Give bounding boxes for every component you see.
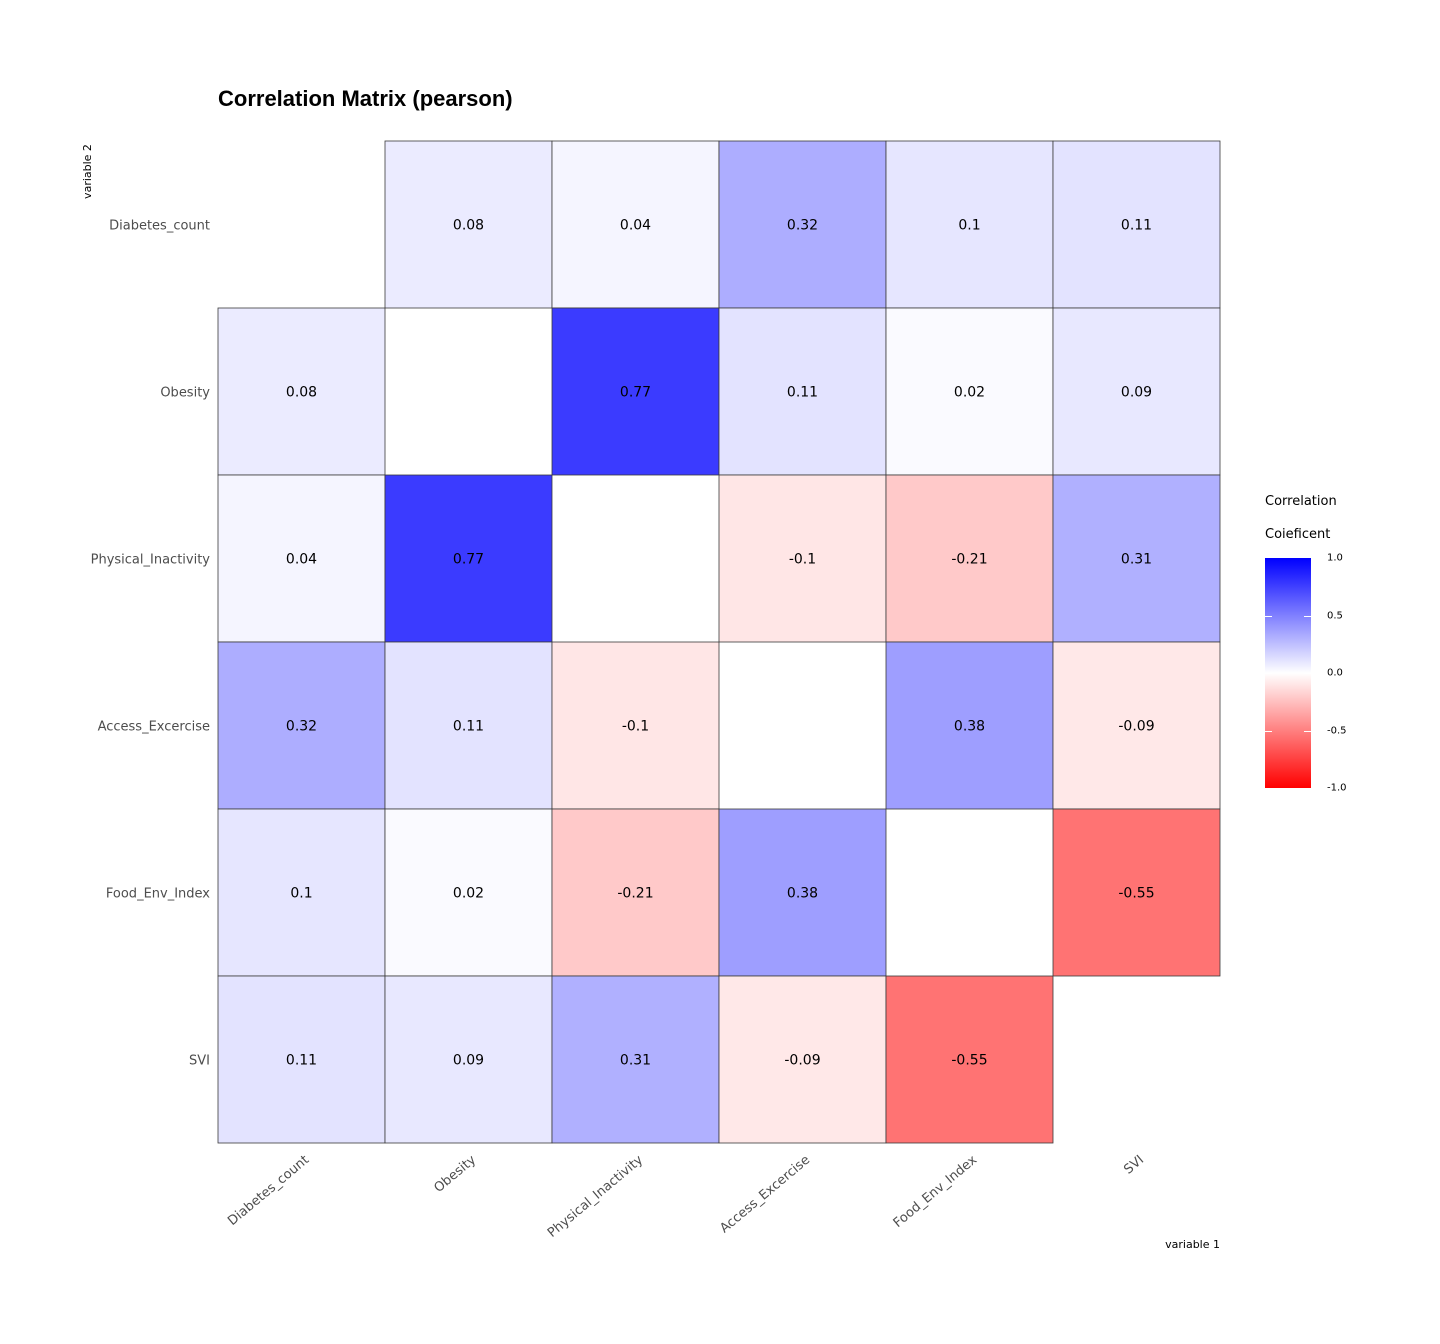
cell-value-label: 0.1 (290, 886, 312, 902)
cell-value-label: -0.21 (617, 886, 653, 902)
heatmap-cell (1052, 641, 1221, 810)
legend-tick-label: -1.0 (1327, 782, 1347, 794)
heatmap-cell (885, 975, 1054, 1144)
heatmap-cell (718, 307, 887, 476)
heatmap-cell (384, 474, 553, 643)
heatmap-cell (885, 307, 1054, 476)
legend-tick-label: 1.0 (1327, 552, 1343, 564)
heatmap-cell (551, 975, 720, 1144)
legend-tick-mark (1265, 673, 1272, 674)
x-tick-label: Physical_Inactivity (545, 1152, 646, 1240)
x-axis-title: variable 1 (1165, 1238, 1220, 1251)
cell-value-label: 0.32 (787, 218, 818, 234)
x-tick-label: Access_Excercise (717, 1153, 813, 1237)
y-tick-label: Diabetes_count (109, 219, 210, 234)
cell-value-label: 0.08 (453, 218, 484, 234)
y-tick-label: Food_Env_Index (106, 887, 210, 902)
heatmap-cell (551, 808, 720, 977)
heatmap-cell (384, 975, 553, 1144)
x-tick-label: Diabetes_count (225, 1153, 312, 1229)
cell-value-label: 0.11 (453, 719, 484, 735)
heatmap-cell (718, 975, 887, 1144)
legend-tick-label: 0.5 (1327, 610, 1343, 621)
x-tick-label: Food_Env_Index (891, 1152, 981, 1231)
cell-value-label: 0.77 (620, 385, 651, 401)
heatmap-cell (1052, 474, 1221, 643)
legend-tick-mark (1304, 730, 1311, 732)
heatmap-cell (1052, 307, 1221, 476)
legend-tick-mark (1265, 615, 1272, 617)
cell-value-label: -0.21 (951, 552, 987, 568)
cell-value-label: 0.38 (954, 719, 985, 735)
cell-value-label: -0.55 (951, 1053, 987, 1069)
cell-value-label: -0.1 (622, 719, 649, 735)
heatmap-cell (551, 307, 720, 476)
heatmap-cell (384, 140, 553, 309)
cell-value-label: 0.31 (1121, 552, 1152, 568)
cell-value-label: 0.04 (286, 552, 317, 568)
heatmap-cell (217, 975, 386, 1144)
heatmap-cell (551, 641, 720, 810)
heatmap-cell (1052, 808, 1221, 977)
y-tick-label: Physical_Inactivity (91, 553, 211, 568)
legend-tick-mark (1304, 673, 1311, 674)
legend-title-line2: Coieficent (1265, 527, 1331, 542)
cell-value-label: 0.32 (286, 719, 317, 735)
heatmap-cell (885, 474, 1054, 643)
cell-value-label: 0.31 (620, 1053, 651, 1069)
heatmap-cell (718, 808, 887, 977)
cell-value-label: 0.04 (620, 218, 651, 234)
cell-value-label: 0.08 (286, 385, 317, 401)
heatmap-cell (1052, 140, 1221, 309)
legend-tick-label: 0.0 (1327, 667, 1343, 679)
heatmap-cell (217, 641, 386, 810)
cell-value-label: 0.77 (453, 552, 484, 568)
heatmap-cell (217, 474, 386, 643)
heatmap-cell (718, 140, 887, 309)
cell-value-label: 0.02 (453, 886, 484, 902)
cell-value-label: -0.55 (1118, 886, 1154, 902)
heatmap-cell (885, 641, 1054, 810)
legend-title-line1: Correlation (1265, 494, 1337, 509)
y-tick-label: Obesity (160, 386, 210, 401)
cell-value-label: -0.1 (789, 552, 816, 568)
heatmap-cell (384, 808, 553, 977)
legend-tick-mark (1265, 730, 1272, 732)
y-tick-label: Access_Excercise (98, 720, 210, 735)
cell-value-label: 0.11 (787, 385, 818, 401)
cell-value-label: 0.1 (958, 218, 980, 234)
cell-value-label: 0.02 (954, 385, 985, 401)
cell-value-label: 0.11 (1121, 218, 1152, 234)
x-tick-label: Obesity (431, 1152, 479, 1196)
cell-value-label: 0.09 (1121, 385, 1152, 401)
legend-tick-label: -0.5 (1327, 725, 1347, 736)
cell-value-label: 0.09 (453, 1053, 484, 1069)
y-tick-label: SVI (189, 1054, 210, 1069)
heatmap-cell (384, 641, 553, 810)
x-tick-label: SVI (1121, 1153, 1147, 1178)
cell-value-label: -0.09 (784, 1053, 820, 1069)
cell-value-label: 0.38 (787, 886, 818, 902)
chart-title: Correlation Matrix (pearson) (218, 86, 513, 111)
cell-value-label: 0.11 (286, 1053, 317, 1069)
legend-colorbar (1265, 558, 1311, 788)
cell-value-label: -0.09 (1118, 719, 1154, 735)
legend-tick-mark (1304, 615, 1311, 617)
